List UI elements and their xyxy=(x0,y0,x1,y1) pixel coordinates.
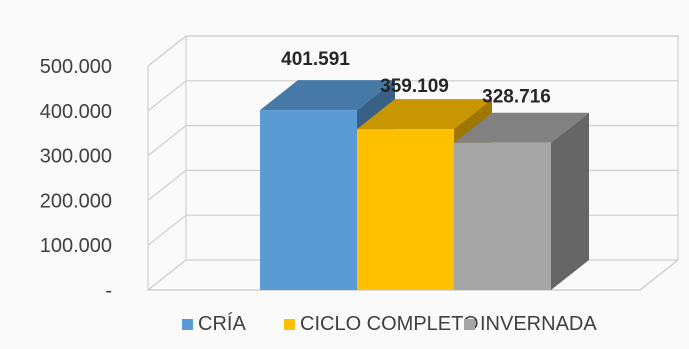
legend-swatch xyxy=(464,319,475,330)
y-axis-ticks: - 100.000 200.000 300.000 400.000 500.000 xyxy=(40,56,112,302)
data-label: 328.716 xyxy=(482,87,551,108)
data-label: 401.591 xyxy=(281,49,350,70)
data-label: 359.109 xyxy=(380,76,449,97)
y-tick-label: 200.000 xyxy=(40,190,112,212)
bars xyxy=(260,80,589,290)
legend-label: CRÍA xyxy=(198,312,246,335)
legend-item: CRÍA xyxy=(182,312,246,335)
y-tick-label: - xyxy=(105,280,112,302)
y-tick-label: 400.000 xyxy=(40,101,112,123)
legend-item: CICLO COMPLETO xyxy=(284,313,479,335)
bar-front xyxy=(260,110,357,290)
legend-swatch xyxy=(284,319,295,330)
bar-front xyxy=(454,143,551,290)
legend-label: INVERNADA xyxy=(480,313,597,335)
side-wall xyxy=(148,36,186,290)
bar-front xyxy=(357,129,454,290)
y-tick-label: 500.000 xyxy=(40,56,112,78)
legend-item: INVERNADA xyxy=(464,313,597,335)
bar xyxy=(454,113,589,290)
y-tick-label: 300.000 xyxy=(40,146,112,168)
legend-swatch xyxy=(182,319,193,330)
bar-side xyxy=(551,113,589,290)
legend-label: CICLO COMPLETO xyxy=(300,313,479,335)
y-tick-label: 100.000 xyxy=(40,235,112,257)
legend: CRÍA CICLO COMPLETO INVERNADA xyxy=(182,312,597,335)
gridline xyxy=(148,36,678,66)
